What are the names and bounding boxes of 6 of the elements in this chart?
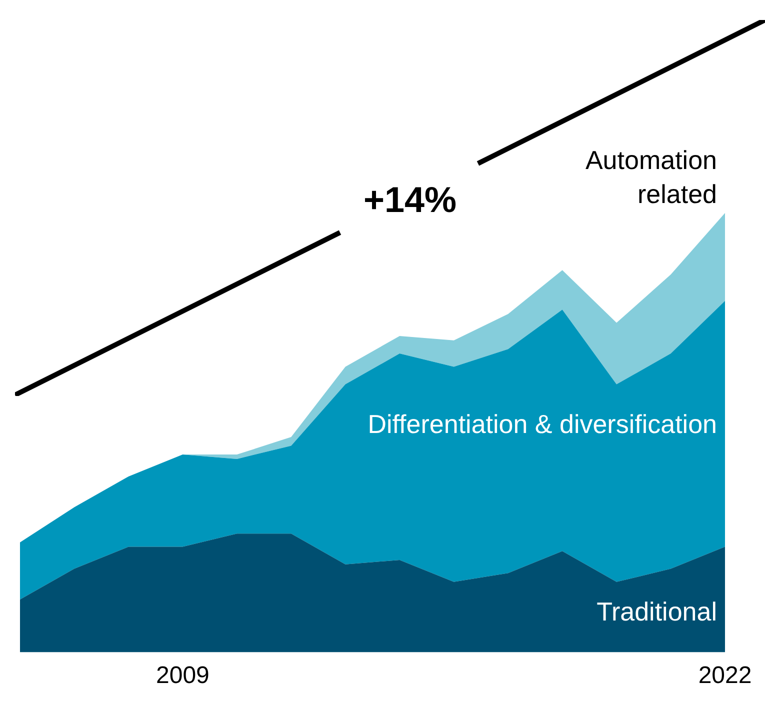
annotation: +14% bbox=[363, 178, 457, 220]
x-tick-label: 2022 bbox=[698, 662, 752, 690]
series-label: Automation related bbox=[585, 145, 717, 209]
series-label: Traditional bbox=[596, 596, 717, 627]
series-label: Differentiation & diversification bbox=[368, 408, 717, 439]
x-tick-label: 2009 bbox=[156, 662, 210, 690]
